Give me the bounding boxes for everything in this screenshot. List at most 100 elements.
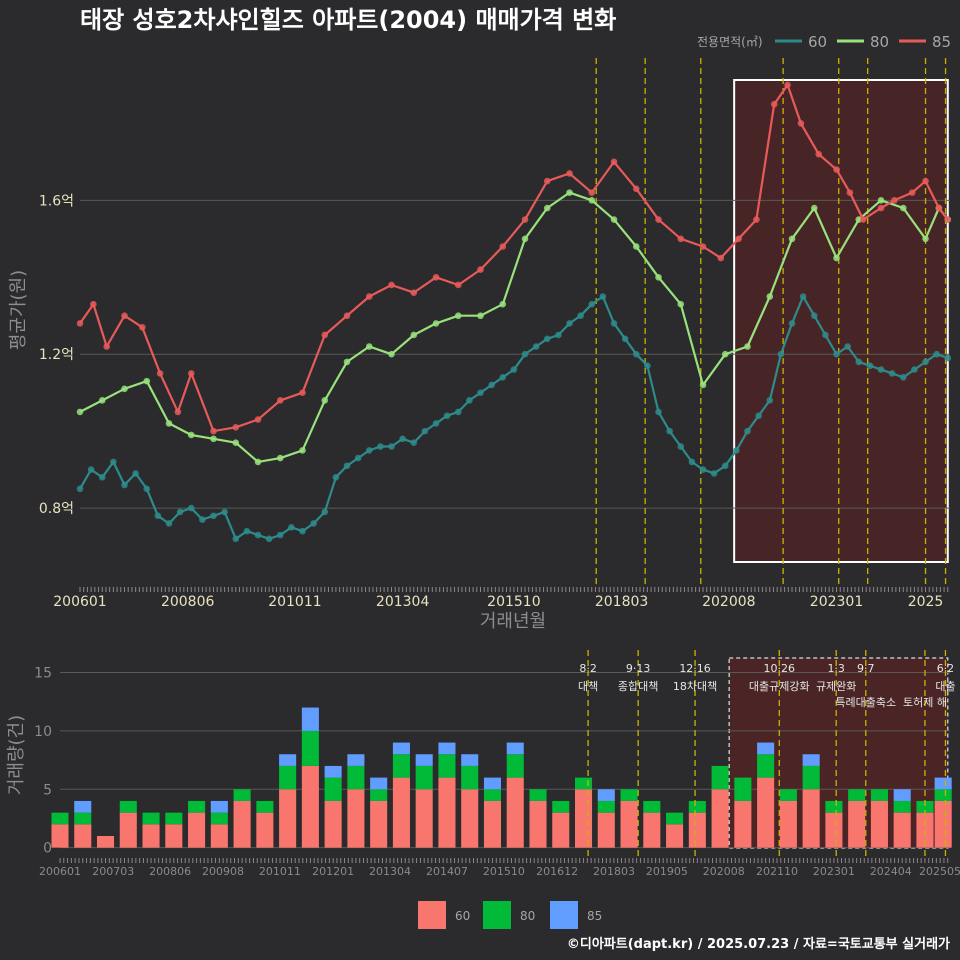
- price-point-60: [276, 531, 284, 539]
- volume-bar-80: [370, 789, 388, 801]
- volume-bar-85: [324, 765, 342, 778]
- price-point-80: [922, 235, 929, 243]
- price-point-85: [454, 281, 462, 289]
- price-point-80: [499, 300, 507, 308]
- price-point-60: [432, 420, 440, 427]
- volume-bar-80: [825, 800, 843, 813]
- policy-annotation-date: 10·26: [764, 662, 796, 675]
- price-policy-lines: [595, 58, 947, 585]
- volume-bar-80: [506, 754, 524, 778]
- volume-annotations: 8·2 대책 9·13 종합대책 12·16 18차대책 10·26 대출규제강화 1·3 규제완…: [578, 662, 956, 709]
- price-point-60: [466, 397, 473, 404]
- price-point-80: [655, 273, 662, 281]
- volume-x-tick-label: 202505: [919, 865, 960, 878]
- price-point-85: [343, 312, 351, 320]
- price-point-85: [935, 204, 943, 212]
- price-point-80: [232, 439, 240, 446]
- volume-bar-85: [893, 789, 911, 801]
- volume-bar-60: [757, 777, 775, 848]
- price-point-60: [599, 293, 607, 300]
- volume-bar-60: [552, 812, 570, 848]
- policy-annotation-text: 대출규제강화: [749, 680, 810, 693]
- volume-bar-80: [483, 789, 502, 801]
- volume-bar-80: [552, 800, 570, 813]
- price-point-85: [846, 189, 854, 196]
- volume-bar-80: [392, 754, 410, 778]
- price-point-85: [103, 343, 111, 350]
- price-x-tick-label: 202301: [810, 594, 863, 610]
- price-point-60: [766, 397, 774, 404]
- price-point-80: [566, 189, 573, 196]
- price-point-80: [788, 235, 796, 243]
- price-point-60: [488, 381, 495, 389]
- price-point-60: [187, 504, 195, 512]
- price-x-tick-label: 201304: [376, 594, 430, 610]
- price-point-85: [410, 289, 418, 296]
- price-point-80: [98, 397, 106, 404]
- price-point-80: [254, 458, 262, 466]
- volume-x-tick-label: 200806: [149, 865, 191, 878]
- price-point-60: [666, 427, 673, 435]
- volume-x-tick-label: 201201: [312, 865, 354, 878]
- price-point-60: [744, 427, 751, 435]
- volume-x-tick-label: 202301: [813, 865, 855, 878]
- volume-bar-80: [438, 754, 456, 778]
- volume-x-tick-label: 201304: [369, 865, 411, 878]
- volume-x-tick-label: 201011: [259, 865, 301, 878]
- price-point-85: [321, 331, 329, 339]
- legend-swatch-vol-60: [418, 901, 446, 929]
- price-point-60: [76, 485, 84, 493]
- price-point-60: [321, 508, 329, 516]
- price-point-60: [733, 447, 740, 454]
- price-point-85: [891, 197, 898, 204]
- price-point-60: [176, 508, 184, 516]
- price-point-80: [76, 408, 84, 416]
- price-point-85: [677, 235, 685, 243]
- price-point-60: [265, 535, 273, 543]
- price-point-85: [76, 320, 84, 327]
- price-point-60: [755, 412, 762, 420]
- price-legend: 전용면적(㎡) 60 80 85: [697, 33, 951, 51]
- volume-bar-80: [210, 812, 228, 825]
- volume-bar-85: [415, 754, 433, 766]
- price-point-60: [210, 512, 217, 520]
- volume-bar-85: [934, 777, 952, 790]
- price-point-85: [859, 216, 867, 223]
- policy-annotation-date: 9·7: [857, 662, 875, 675]
- price-point-60: [154, 512, 162, 520]
- price-point-80: [721, 350, 729, 358]
- volume-bar-80: [347, 765, 365, 790]
- price-point-85: [797, 120, 805, 127]
- volume-bar-60: [301, 765, 319, 848]
- volume-bar-60: [392, 777, 410, 848]
- volume-bar-80: [188, 800, 206, 813]
- price-point-60: [165, 520, 173, 527]
- volume-bar-80: [279, 765, 297, 790]
- price-point-60: [377, 443, 384, 450]
- price-y-tick-label: 0.8억: [39, 501, 74, 517]
- price-point-60: [810, 312, 818, 320]
- price-point-80: [410, 331, 418, 339]
- policy-annotation-text: 대출: [935, 680, 955, 693]
- price-point-85: [699, 243, 707, 250]
- volume-bar-60: [848, 800, 866, 848]
- price-point-60: [354, 454, 362, 462]
- volume-bar-80: [666, 812, 684, 825]
- volume-bar-80: [893, 800, 911, 813]
- price-point-60: [443, 412, 451, 420]
- volume-x-tick-label: 201510: [483, 865, 525, 878]
- legend-swatch-vol-80: [483, 901, 511, 929]
- volume-bar-60: [370, 800, 388, 848]
- price-point-60: [822, 331, 829, 339]
- policy-annotation-date: 12·16: [679, 662, 711, 675]
- volume-bar-80: [119, 800, 137, 813]
- volume-bar-80: [711, 765, 729, 790]
- legend-label-85: 85: [932, 33, 951, 51]
- price-legend-title: 전용면적(㎡): [697, 35, 763, 49]
- price-point-60: [454, 408, 462, 416]
- price-point-60: [844, 343, 851, 350]
- price-x-ticks: 200601 200806 201011 201304 201510 201803 2020…: [53, 587, 949, 610]
- price-point-60: [199, 516, 206, 523]
- price-point-80: [632, 243, 640, 250]
- price-point-60: [632, 350, 640, 358]
